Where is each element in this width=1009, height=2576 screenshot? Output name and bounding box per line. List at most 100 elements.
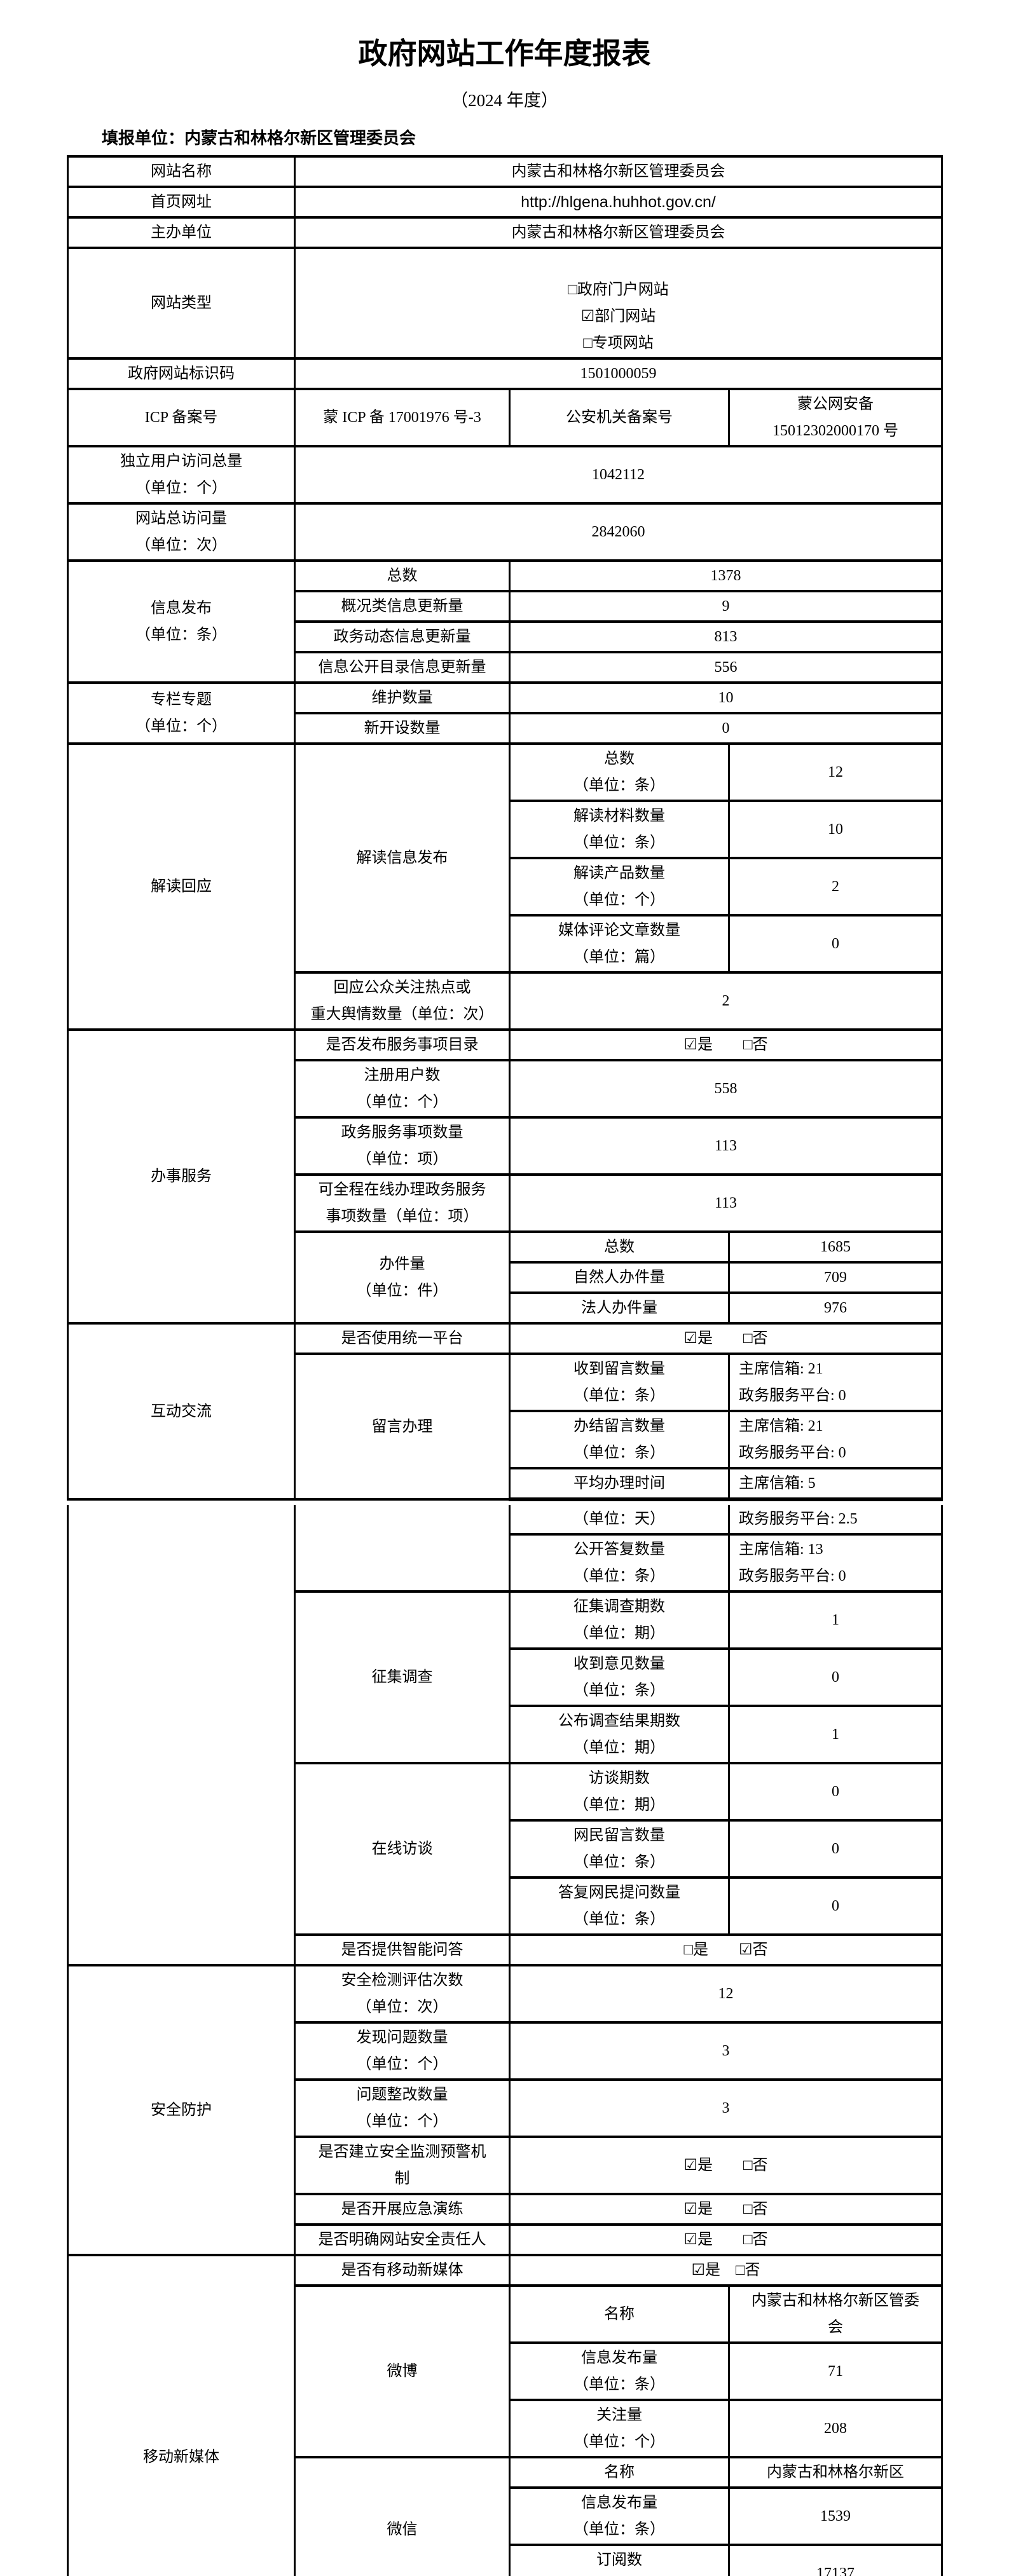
problems-fixed-value: 3 bbox=[509, 2078, 943, 2138]
table-row: 关注量 （单位：个） 208 bbox=[68, 2399, 943, 2458]
table-row: （单位：天） 政务服务平台: 2.5 bbox=[67, 1505, 943, 1966]
registered-users-label: 注册用户数 （单位：个） bbox=[294, 1059, 511, 1119]
topics-group-label: 专栏专题 （单位：个） bbox=[67, 681, 296, 745]
hot-response-value: 2 bbox=[509, 971, 943, 1031]
netizen-messages-value: 0 bbox=[728, 1819, 943, 1879]
table-row: 主办单位 内蒙古和林格尔新区管理委员会 bbox=[67, 216, 943, 249]
survey-group-label: 征集调查 bbox=[294, 1590, 511, 1764]
netizen-messages-label: 网民留言数量 （单位：条） bbox=[509, 1819, 730, 1879]
smart-qa-value: □是 ☑否 bbox=[509, 1933, 943, 1966]
table-row: 问题整改数量 （单位：个） 3 bbox=[68, 2078, 943, 2138]
sponsor-label: 主办单位 bbox=[67, 216, 296, 249]
emergency-drill-label: 是否开展应急演练 bbox=[294, 2193, 511, 2226]
table-row: 概况类信息更新量 9 bbox=[68, 590, 943, 623]
opinions-received-label: 收到意见数量 （单位：条） bbox=[509, 1647, 730, 1707]
interaction-continued-cell bbox=[67, 1505, 296, 1966]
table-row: 信息公开目录信息更新量 556 bbox=[68, 651, 943, 684]
topics-new-label: 新开设数量 bbox=[294, 712, 511, 745]
service-catalog-label: 是否发布服务事项目录 bbox=[294, 1028, 511, 1061]
service-group-label: 办事服务 bbox=[67, 1028, 296, 1325]
survey-results-value: 1 bbox=[728, 1705, 943, 1764]
info-publish-group-label: 信息发布 （单位：条） bbox=[67, 559, 296, 684]
table-row: 媒体评论文章数量 （单位：篇） 0 bbox=[68, 914, 943, 974]
wechat-subscribers-value: 17137 bbox=[728, 2544, 943, 2576]
weibo-posts-label: 信息发布量 （单位：条） bbox=[509, 2341, 730, 2401]
table-row: 公布调查结果期数 （单位：期） 1 bbox=[68, 1705, 943, 1764]
volume-natural-value: 709 bbox=[728, 1261, 943, 1294]
weibo-group-label: 微博 bbox=[294, 2284, 511, 2458]
table-row: 专栏专题 （单位：个） 维护数量 10 bbox=[67, 681, 943, 745]
service-catalog-value: ☑是 □否 bbox=[509, 1028, 943, 1061]
page-subtitle: （2024 年度） bbox=[451, 91, 558, 110]
site-type-option-department: ☑部门网站 bbox=[580, 308, 656, 325]
interview-periods-label: 访谈期数 （单位：期） bbox=[509, 1762, 730, 1822]
table-row: 信息发布量 （单位：条） 1539 bbox=[68, 2486, 943, 2546]
messages-received-label: 收到留言数量 （单位：条） bbox=[509, 1353, 730, 1412]
table-row: 收到意见数量 （单位：条） 0 bbox=[68, 1647, 943, 1707]
table-row: 公开答复数量 （单位：条） 主席信箱: 13 政务服务平台: 0 bbox=[68, 1533, 943, 1593]
wechat-name-label: 名称 bbox=[509, 2456, 730, 2489]
table-row: 解读回应 解读信息发布 总数 （单位：条） 12 bbox=[67, 742, 943, 1031]
volume-natural-label: 自然人办件量 bbox=[509, 1261, 730, 1294]
table-row: 回应公众关注热点或 重大舆情数量（单位：次） 2 bbox=[68, 971, 943, 1031]
security-checks-label: 安全检测评估次数 （单位：次） bbox=[294, 1964, 511, 2024]
table-row: 自然人办件量 709 bbox=[68, 1261, 943, 1294]
report-table-part1: 网站名称 内蒙古和林格尔新区管理委员会 首页网址 http://hlgena.h… bbox=[67, 155, 943, 1501]
table-row: 征集调查 征集调查期数 （单位：期） 1 bbox=[68, 1590, 943, 1764]
hot-response-label: 回应公众关注热点或 重大舆情数量（单位：次） bbox=[294, 971, 511, 1031]
table-row: 发现问题数量 （单位：个） 3 bbox=[68, 2021, 943, 2081]
mobile-media-group-label: 移动新媒体 bbox=[67, 2254, 296, 2576]
messages-completed-value: 主席信箱: 21 政务服务平台: 0 bbox=[728, 1410, 943, 1469]
info-catalog-value: 556 bbox=[509, 651, 943, 684]
security-officer-label: 是否明确网站安全责任人 bbox=[294, 2223, 511, 2256]
weibo-posts-value: 71 bbox=[728, 2341, 943, 2401]
service-items-value: 113 bbox=[509, 1116, 943, 1176]
interpret-publish-label: 解读信息发布 bbox=[294, 742, 511, 974]
table-row: 答复网民提问数量 （单位：条） 0 bbox=[68, 1876, 943, 1936]
site-name-value: 内蒙古和林格尔新区管理委员会 bbox=[294, 155, 943, 188]
survey-periods-value: 1 bbox=[728, 1590, 943, 1650]
table-row: 网站总访问量 （单位：次） 2842060 bbox=[67, 502, 943, 562]
warning-mechanism-value: ☑是 □否 bbox=[509, 2136, 943, 2195]
interpret-total-label: 总数 （单位：条） bbox=[509, 742, 730, 802]
netizen-replies-label: 答复网民提问数量 （单位：条） bbox=[509, 1876, 730, 1936]
table-row: 政务服务事项数量 （单位：项） 113 bbox=[68, 1116, 943, 1176]
table-row: 是否开展应急演练 ☑是 □否 bbox=[68, 2193, 943, 2226]
wechat-posts-value: 1539 bbox=[728, 2486, 943, 2546]
unique-visitors-label: 独立用户访问总量 （单位：个） bbox=[67, 445, 296, 505]
info-dynamic-value: 813 bbox=[509, 620, 943, 653]
police-record-value: 蒙公网安备 15012302000170 号 bbox=[728, 388, 943, 447]
warning-mechanism-label: 是否建立安全监测预警机 制 bbox=[294, 2136, 511, 2195]
avg-handle-time-label: 平均办理时间 bbox=[509, 1467, 730, 1501]
public-replies-label: 公开答复数量 （单位：条） bbox=[509, 1533, 730, 1593]
problems-fixed-label: 问题整改数量 （单位：个） bbox=[294, 2078, 511, 2138]
unique-visitors-value: 1042112 bbox=[294, 445, 943, 505]
table-row: 留言办理 收到留言数量 （单位：条） 主席信箱: 21 政务服务平台: 0 bbox=[68, 1353, 943, 1501]
site-type-options: □政府门户网站 ☑部门网站 □专项网站 bbox=[294, 247, 943, 360]
table-row: 注册用户数 （单位：个） 558 bbox=[68, 1059, 943, 1119]
security-checks-value: 12 bbox=[509, 1964, 943, 2024]
unified-platform-value: ☑是 □否 bbox=[509, 1322, 943, 1355]
info-total-value: 1378 bbox=[509, 559, 943, 592]
wechat-subscribers-label: 订阅数 （单位：个） bbox=[509, 2544, 730, 2576]
report-unit: 填报单位：内蒙古和林格尔新区管理委员会 bbox=[102, 129, 416, 147]
service-items-label: 政务服务事项数量 （单位：项） bbox=[294, 1116, 511, 1176]
has-mobile-media-value: ☑是 □否 bbox=[509, 2254, 943, 2287]
site-code-label: 政府网站标识码 bbox=[67, 357, 296, 390]
registered-users-value: 558 bbox=[509, 1059, 943, 1119]
site-name-label: 网站名称 bbox=[67, 155, 296, 188]
page-title: 政府网站工作年度报表 bbox=[358, 37, 651, 70]
icp-number-value: 蒙 ICP 备 17001976 号-3 bbox=[294, 388, 511, 447]
survey-results-label: 公布调查结果期数 （单位：期） bbox=[509, 1705, 730, 1764]
media-comments-label: 媒体评论文章数量 （单位：篇） bbox=[509, 914, 730, 974]
weibo-name-label: 名称 bbox=[509, 2284, 730, 2344]
table-row: 网站类型 □政府门户网站 ☑部门网站 □专项网站 bbox=[67, 247, 943, 360]
topics-maintained-value: 10 bbox=[509, 681, 943, 714]
table-row: 是否建立安全监测预警机 制 ☑是 □否 bbox=[68, 2136, 943, 2195]
site-type-option-portal: □政府门户网站 bbox=[568, 282, 669, 298]
table-row: 微博 名称 内蒙古和林格尔新区管委 会 bbox=[68, 2284, 943, 2458]
weibo-followers-label: 关注量 （单位：个） bbox=[509, 2399, 730, 2458]
interpret-materials-value: 10 bbox=[728, 800, 943, 859]
table-row: 互动交流 是否使用统一平台 ☑是 □否 bbox=[67, 1322, 943, 1501]
